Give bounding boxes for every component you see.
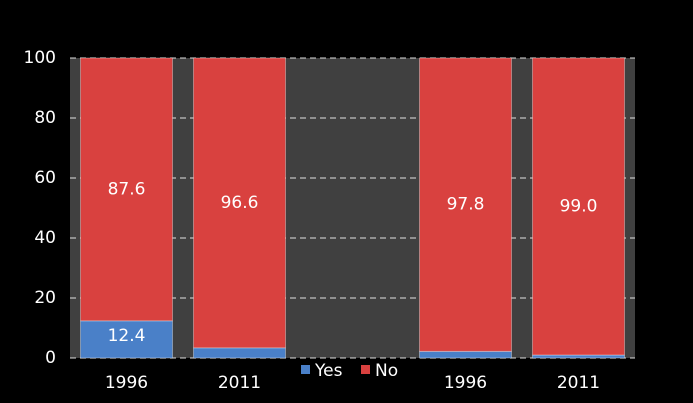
bar-segment [193, 57, 286, 349]
bar-segment [193, 347, 286, 359]
bar-segment [419, 57, 512, 352]
y-tick-label: 60 [34, 168, 56, 188]
y-tick-label: 80 [34, 108, 56, 128]
x-tick-label: 2011 [218, 373, 261, 393]
data-label: 99.0 [560, 197, 598, 217]
legend-marker [301, 365, 310, 374]
bar-segment [80, 320, 173, 359]
data-label: 12.4 [108, 326, 146, 346]
data-label: 96.6 [221, 193, 259, 213]
y-tick-label: 0 [45, 348, 56, 368]
y-tick-label: 100 [24, 48, 56, 68]
legend-label: No [375, 361, 398, 381]
x-tick-label: 1996 [105, 373, 148, 393]
bar-segment [419, 350, 512, 359]
x-tick-label: 2011 [557, 373, 600, 393]
y-tick-label: 20 [34, 288, 56, 308]
y-tick-label: 40 [34, 228, 56, 248]
x-tick-label: 1996 [444, 373, 487, 393]
data-label: 87.6 [108, 179, 146, 199]
bar-segment [80, 57, 173, 322]
legend-label: Yes [314, 361, 343, 381]
bar-segment [532, 57, 625, 356]
data-label: 97.8 [447, 195, 485, 215]
legend-marker [361, 365, 370, 374]
